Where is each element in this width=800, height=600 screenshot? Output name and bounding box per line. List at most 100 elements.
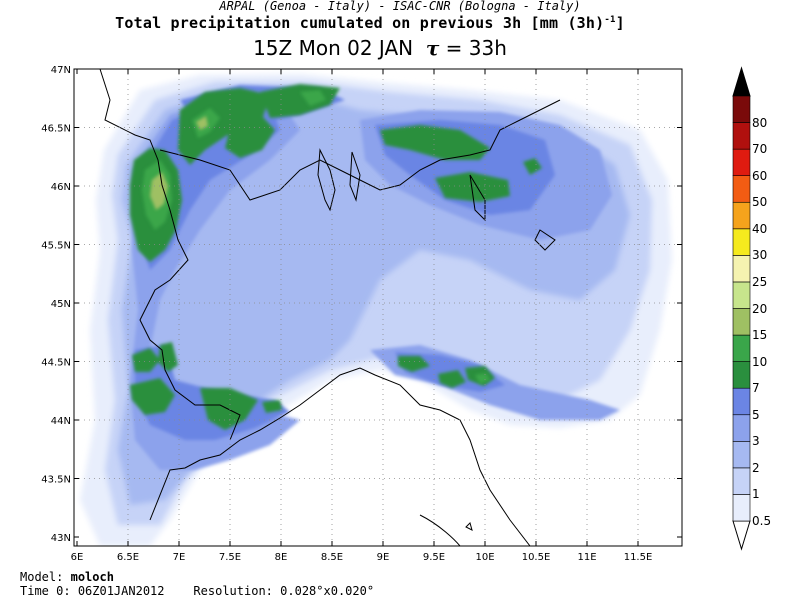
border-line-west — [99, 69, 241, 441]
colorbar-swatch — [732, 228, 751, 256]
precipitation-field — [80, 69, 672, 546]
lon-label: 6.5E — [117, 552, 139, 563]
colorbar-label: 80 — [752, 115, 768, 130]
lat-label: 45N — [51, 299, 71, 310]
lon-label: 9E — [377, 552, 390, 563]
colorbar-label: 7 — [752, 381, 760, 396]
precip-10mm-cell-4 — [475, 373, 490, 384]
resolution-value: 0.028°x0.020° — [280, 584, 375, 598]
colorbar-label: 0.5 — [752, 514, 772, 528]
island-small — [465, 522, 473, 531]
lon-label: 9.5E — [423, 552, 445, 563]
precip-7mm-cell-ap-2 — [438, 370, 466, 388]
colorbar-label: 2 — [752, 460, 760, 475]
colorbar-swatch — [732, 441, 751, 469]
colorbar-label: 5 — [752, 407, 760, 422]
title-exponent: -1 — [604, 15, 616, 25]
lat-label: 44N — [51, 416, 71, 427]
time0-value: 06Z01JAN2012 — [77, 584, 165, 598]
arc-south — [419, 514, 461, 546]
colorbar-swatch — [732, 122, 751, 150]
lat-label: 46.5N — [41, 124, 71, 135]
lon-label: 6E — [71, 552, 84, 563]
colorbar-swatch — [732, 281, 751, 309]
lake-como — [349, 151, 361, 202]
longitude-labels: 6E 6.5E 7E 7.5E 8E 8.5E 9E 9.5E 10E 10.5E 11E 11.5E — [71, 552, 653, 563]
footer-time: Time 0: 06Z01JAN2012 Resolution: 0.028°x… — [20, 585, 374, 598]
lon-label: 10.5E — [522, 552, 551, 563]
footer-model: Model: moloch — [20, 571, 114, 584]
colorbar-label: 10 — [752, 354, 768, 369]
coastlines-and-borders — [99, 69, 561, 546]
colorbar-swatch — [732, 255, 751, 283]
valid-time-line: 15Z Mon 02 JAN τ = 33h — [0, 35, 760, 61]
precip-7mm-cell-alps-2 — [178, 88, 270, 165]
colorbar-swatch — [732, 175, 751, 203]
precip-7mm-cell-lig-1 — [132, 348, 160, 372]
colorbar-swatch — [732, 148, 751, 176]
map-title: Total precipitation cumulated on previou… — [0, 11, 740, 32]
colorbar-label: 3 — [752, 434, 760, 449]
precip-10mm-cell-3 — [300, 90, 326, 106]
colorbar-swatch — [732, 494, 751, 522]
colorbar-label: 70 — [752, 142, 768, 157]
outline-east — [534, 229, 556, 251]
model-label: Model: — [20, 570, 64, 584]
precip-7mm-cell-ne-1 — [380, 125, 490, 160]
title-main: Total precipitation cumulated on previou… — [115, 14, 605, 32]
colorbar-label: 50 — [752, 195, 768, 210]
lat-label: 46N — [51, 182, 71, 193]
colorbar-swatch — [732, 467, 751, 495]
lat-label: 43N — [51, 533, 71, 544]
valid-time: 15Z Mon 02 JAN — [253, 36, 414, 60]
colorbar-label: 60 — [752, 168, 768, 183]
organizations-line: ARPAL (Genoa - Italy) - ISAC-CNR (Bologn… — [219, 0, 581, 13]
colorbar-label: 15 — [752, 328, 768, 343]
lat-label: 43.5N — [41, 475, 71, 486]
colorbar-swatch — [732, 414, 751, 442]
map-frame — [73, 68, 683, 547]
colorbar — [732, 66, 751, 551]
precip-15mm-cell-1 — [150, 172, 168, 210]
colorbar-label: 20 — [752, 301, 768, 316]
resolution-label: Resolution: — [193, 584, 273, 598]
lake-maggiore — [317, 148, 336, 212]
precip-7mm-cell-ne-3 — [523, 158, 542, 175]
precip-7mm-cell-ap-1 — [398, 356, 430, 372]
lon-label: 8.5E — [321, 552, 343, 563]
coastline-ligurian — [149, 367, 531, 546]
lon-label: 10E — [475, 552, 494, 563]
lon-label: 11E — [577, 552, 596, 563]
lon-label: 8E — [275, 552, 288, 563]
precip-7mm-cell-lig-2 — [158, 342, 178, 372]
colorbar-bottom-arrow — [732, 520, 751, 551]
time0-label: Time 0: — [20, 584, 71, 598]
colorbar-swatch — [732, 387, 751, 416]
colorbar-top-arrow — [732, 66, 751, 97]
colorbar-label: 40 — [752, 221, 768, 236]
precip-7mm-cell-ne-2 — [435, 172, 510, 202]
precip-7mm-cell-alps-4 — [225, 116, 275, 158]
axis-ticks — [74, 68, 682, 546]
tau-symbol: τ — [425, 36, 440, 60]
lat-label: 44.5N — [41, 358, 71, 369]
title-close: ] — [615, 14, 625, 32]
lon-label: 7E — [173, 552, 186, 563]
lon-label: 11.5E — [624, 552, 653, 563]
lat-label: 45.5N — [41, 241, 71, 252]
precip-7mm-cell-lig-3 — [130, 378, 175, 415]
lat-label: 47N — [51, 65, 71, 76]
colorbar-swatch — [732, 95, 751, 123]
colorbar-swatch — [732, 201, 751, 230]
latitude-labels: 47N 46.5N 46N 45.5N 45N 44.5N 44N 43.5N 43N — [41, 65, 71, 544]
precip-15mm-cell-2 — [196, 116, 208, 130]
precip-7mm-cell-lig-5 — [262, 400, 282, 413]
colorbar-label: 30 — [752, 248, 768, 263]
colorbar-label: 1 — [752, 487, 760, 502]
lead-time: = 33h — [445, 36, 507, 60]
colorbar-swatch — [732, 361, 751, 389]
border-line-north — [159, 99, 561, 201]
colorbar-swatch — [732, 334, 751, 362]
colorbar-swatch — [732, 308, 751, 336]
